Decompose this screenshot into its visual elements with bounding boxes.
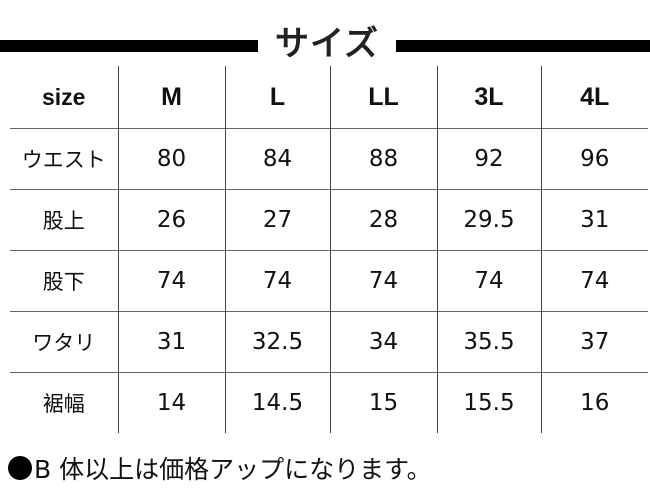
value-cell: 34 [329, 311, 437, 373]
row-label: ワタリ [10, 311, 118, 373]
row-label: 股下 [10, 250, 118, 312]
value-cell: 74 [224, 250, 330, 312]
value-cell: 88 [329, 128, 437, 190]
value-cell: 31 [117, 311, 225, 373]
size-table: size M L LL 3L 4L ウエスト 80 84 88 92 96 股上 26 27 28 29.5 31… [10, 66, 648, 433]
table-row: 裾幅 14 14.5 15 15.5 16 [10, 372, 648, 433]
header-cell: 4L [540, 66, 648, 129]
value-cell: 31 [540, 189, 648, 251]
title-rule-left [0, 40, 258, 52]
value-cell: 35.5 [436, 311, 541, 373]
table-row: 股上 26 27 28 29.5 31 [10, 189, 648, 251]
value-cell: 80 [117, 128, 225, 190]
header-cell: M [117, 66, 225, 129]
value-cell: 28 [329, 189, 437, 251]
title-rule-right [396, 40, 650, 52]
bullet-icon [8, 456, 32, 480]
value-cell: 74 [329, 250, 437, 312]
header-row: size M L LL 3L 4L [10, 66, 648, 129]
header-cell: L [224, 66, 330, 129]
value-cell: 96 [540, 128, 648, 190]
value-cell: 15 [329, 372, 437, 433]
value-cell: 16 [540, 372, 648, 433]
value-cell: 74 [117, 250, 225, 312]
value-cell: 14.5 [224, 372, 330, 433]
value-cell: 14 [117, 372, 225, 433]
table-row: ウエスト 80 84 88 92 96 [10, 128, 648, 190]
value-cell: 32.5 [224, 311, 330, 373]
value-cell: 29.5 [436, 189, 541, 251]
value-cell: 84 [224, 128, 330, 190]
row-label: 裾幅 [10, 372, 118, 433]
header-cell: 3L [436, 66, 541, 129]
value-cell: 27 [224, 189, 330, 251]
footnote: B 体以上は価格アップになります。 [8, 450, 432, 486]
header-cell: LL [329, 66, 437, 129]
value-cell: 74 [436, 250, 541, 312]
row-label: ウエスト [10, 128, 118, 190]
row-label: 股上 [10, 189, 118, 251]
value-cell: 92 [436, 128, 541, 190]
value-cell: 74 [540, 250, 648, 312]
value-cell: 15.5 [436, 372, 541, 433]
table-row: 股下 74 74 74 74 74 [10, 250, 648, 312]
page-title: サイズ [275, 24, 379, 64]
footnote-text: B 体以上は価格アップになります。 [34, 455, 432, 484]
table-row: ワタリ 31 32.5 34 35.5 37 [10, 311, 648, 373]
value-cell: 37 [540, 311, 648, 373]
value-cell: 26 [117, 189, 225, 251]
header-cell: size [42, 83, 86, 110]
